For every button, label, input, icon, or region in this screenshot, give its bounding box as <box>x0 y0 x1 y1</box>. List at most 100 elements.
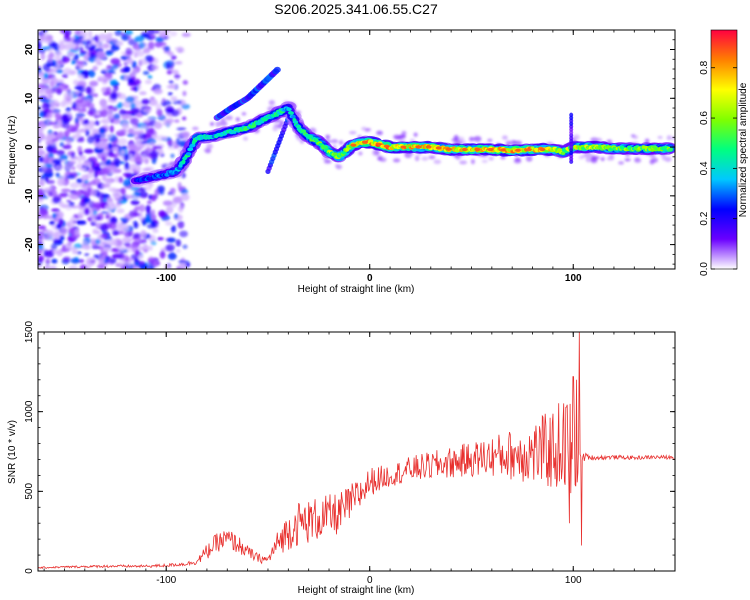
noise-blob <box>433 159 442 165</box>
noise-blob <box>54 165 64 170</box>
noise-blob <box>60 247 71 253</box>
noise-blob <box>127 143 138 152</box>
noise-blob <box>146 34 157 40</box>
noise-blob <box>83 31 88 40</box>
noise-blob <box>150 209 156 216</box>
noise-blob <box>122 179 131 187</box>
noise-blob <box>149 150 159 158</box>
noise-blob <box>101 44 108 49</box>
noise-blob <box>149 140 155 147</box>
noise-blob <box>173 74 181 79</box>
noise-blob <box>80 70 91 76</box>
noise-blob <box>235 117 240 122</box>
noise-blob <box>105 177 112 185</box>
noise-blob <box>40 85 50 89</box>
noise-blob <box>220 117 226 123</box>
noise-blob <box>126 133 136 137</box>
noise-blob <box>178 262 187 269</box>
noise-blob <box>514 157 521 162</box>
noise-blob <box>59 176 65 184</box>
noise-blob <box>51 208 61 212</box>
noise-blob <box>43 72 49 79</box>
noise-blob <box>134 136 140 141</box>
noise-blob <box>169 31 178 37</box>
noise-blob <box>123 242 131 247</box>
noise-blob <box>93 133 102 140</box>
noise-blob <box>88 47 96 52</box>
noise-blob <box>97 75 107 80</box>
y-tick-label: 20 <box>24 44 35 56</box>
noise-blob <box>38 243 44 250</box>
noise-blob <box>54 51 63 56</box>
noise-blob <box>175 249 181 253</box>
noise-blob <box>107 142 113 150</box>
ridge-marks <box>129 66 675 188</box>
noise-blob <box>268 100 275 106</box>
noise-blob <box>121 220 128 225</box>
noise-blob <box>53 87 63 94</box>
noise-blob <box>53 124 60 129</box>
branch-mark <box>273 66 281 73</box>
noise-blob <box>114 176 120 183</box>
ridge-peak <box>400 145 407 149</box>
noise-blob <box>38 188 45 196</box>
noise-blob <box>116 91 122 98</box>
noise-blob <box>65 106 72 113</box>
noise-blob <box>401 130 407 136</box>
noise-blob <box>121 125 130 129</box>
noise-blob <box>182 116 187 121</box>
noise-blob <box>87 30 93 38</box>
noise-blob <box>147 265 155 269</box>
noise-blob <box>215 121 221 128</box>
noise-blob <box>88 69 96 78</box>
noise-blob <box>127 128 135 135</box>
noise-blob <box>107 70 116 75</box>
ridge-peak <box>514 148 521 152</box>
ridge-mark <box>174 170 179 175</box>
noise-blob <box>123 153 129 162</box>
noise-blob <box>158 190 165 195</box>
noise-blob <box>124 30 133 36</box>
noise-blob <box>181 131 190 139</box>
noise-blob <box>157 185 165 193</box>
noise-blob <box>78 93 83 97</box>
noise-blob <box>109 258 117 264</box>
noise-blob <box>101 183 111 188</box>
noise-blob <box>175 239 182 247</box>
noise-blob <box>170 153 175 159</box>
noise-blob <box>96 50 106 59</box>
noise-blob <box>109 125 114 133</box>
noise-blob <box>110 44 120 51</box>
noise-blob <box>459 160 468 165</box>
noise-blob <box>97 142 107 149</box>
ridge-peak <box>487 147 494 152</box>
noise-blob <box>103 247 112 252</box>
noise-blob <box>52 213 57 219</box>
noise-blob <box>54 55 62 60</box>
ridge-peak <box>525 148 532 152</box>
ridge-mark <box>188 147 194 151</box>
noise-blob <box>41 211 49 220</box>
noise-blob <box>154 30 160 34</box>
noise-blob <box>135 154 142 161</box>
noise-blob <box>112 107 118 112</box>
noise-blob <box>92 202 103 209</box>
spectrogram-x-ticks: -100 0 100 <box>43 30 676 284</box>
noise-blob <box>67 51 75 57</box>
noise-blob <box>134 35 145 42</box>
noise-blob <box>330 139 339 144</box>
noise-blob <box>42 166 53 173</box>
noise-blob <box>59 192 69 198</box>
noise-blob <box>651 157 659 163</box>
noise-blob <box>72 38 83 45</box>
noise-blob <box>142 107 152 114</box>
noise-blob <box>166 237 176 243</box>
chart-title: S206.2025.341.06.55.C27 <box>274 1 438 17</box>
noise-blob <box>334 163 340 168</box>
noise-blob <box>44 250 55 258</box>
noise-blob <box>158 42 167 46</box>
noise-blob <box>163 36 169 40</box>
spectrogram-y-ticks: -20 -10 0 10 20 <box>24 29 675 265</box>
noise-blob <box>132 68 137 76</box>
